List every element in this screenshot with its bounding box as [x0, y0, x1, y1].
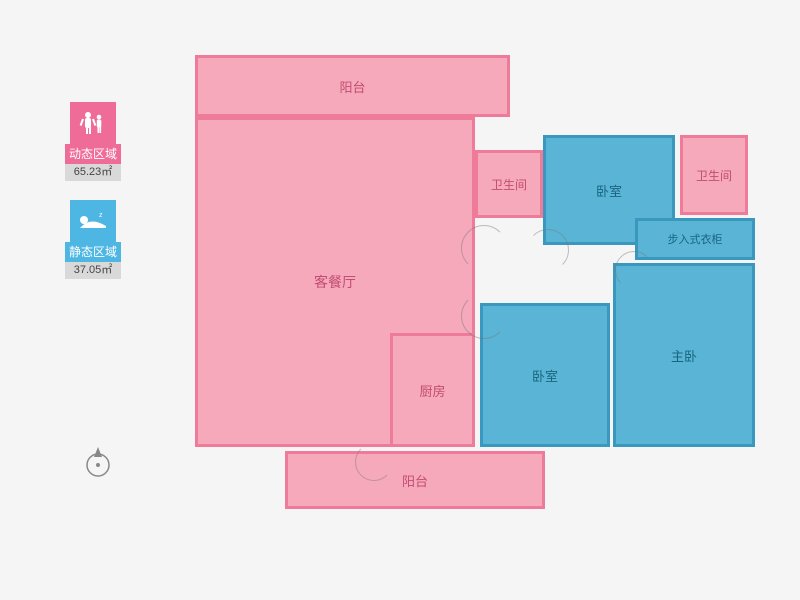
room-balcony-bottom: 阳台 [285, 451, 545, 509]
door-arc [527, 229, 569, 271]
room-bathroom-right: 卫生间 [680, 135, 748, 215]
room-label: 阳台 [339, 77, 365, 96]
door-arc [461, 225, 507, 271]
floor-plan: 阳台客餐厅卫生间卧室卫生间步入式衣柜厨房卧室主卧阳台 [185, 55, 760, 535]
wall-recess [547, 451, 609, 487]
legend-dynamic-value: 65.23㎡ [65, 164, 121, 181]
room-label: 客餐厅 [314, 272, 356, 292]
room-label: 阳台 [402, 471, 428, 490]
sleep-icon: z [70, 200, 116, 242]
room-bathroom-left: 卫生间 [475, 150, 543, 218]
room-label: 厨房 [419, 381, 445, 400]
wall-recess [515, 110, 541, 132]
room-walkin-closet: 步入式衣柜 [635, 218, 755, 260]
room-master-bedroom: 主卧 [613, 263, 755, 447]
room-bedroom-bottom: 卧室 [480, 303, 610, 447]
legend-dynamic: 动态区域 65.23㎡ [65, 102, 121, 181]
room-label: 卧室 [532, 366, 558, 385]
room-label: 主卧 [671, 346, 697, 365]
room-balcony-top: 阳台 [195, 55, 510, 117]
room-label: 步入式衣柜 [668, 231, 723, 247]
room-kitchen: 厨房 [390, 333, 475, 447]
svg-text:z: z [99, 212, 103, 219]
room-label: 卫生间 [696, 167, 732, 184]
legend-static-label: 静态区域 [65, 242, 121, 262]
legend-static: z 静态区域 37.05㎡ [65, 200, 121, 279]
room-label: 卧室 [596, 181, 622, 200]
legend-static-value: 37.05㎡ [65, 262, 121, 279]
legend-dynamic-label: 动态区域 [65, 144, 121, 164]
people-icon [70, 102, 116, 144]
compass-icon [80, 445, 116, 481]
room-label: 卫生间 [491, 176, 527, 193]
wall-recess [677, 110, 699, 132]
